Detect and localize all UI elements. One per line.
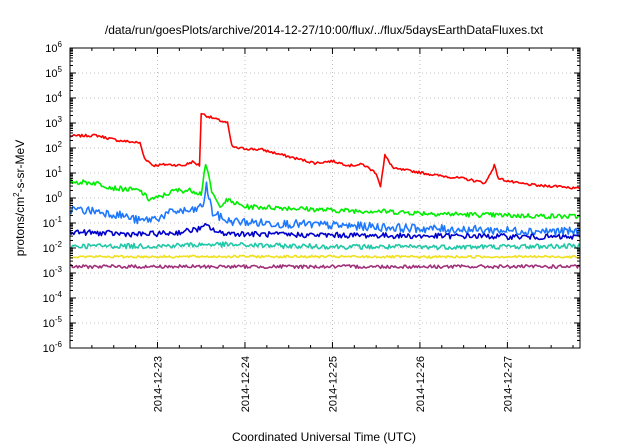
y-tick-label: 104 [45, 90, 62, 105]
x-axis-label: Coordinated Universal Time (UTC) [232, 430, 416, 444]
y-tick-label: 106 [45, 40, 62, 55]
x-tick-label: 2014-12-23 [152, 356, 164, 412]
x-tick-label: 2014-12-26 [415, 356, 427, 412]
y-axis-label: protons/cm2-s-sr-MeV [12, 140, 27, 256]
series-line [69, 241, 581, 251]
y-tick-label: 102 [45, 140, 62, 155]
y-tick-label: 101 [45, 165, 62, 180]
series-line [69, 163, 581, 220]
y-tick-label: 105 [45, 65, 62, 80]
y-tick-label: 10-5 [43, 315, 63, 330]
x-tick-label: 2014-12-24 [240, 356, 252, 412]
series-line [69, 254, 581, 259]
y-tick-label: 10-3 [43, 265, 63, 280]
y-tick-label: 10-6 [43, 340, 63, 355]
y-tick-label: 10-1 [43, 215, 63, 230]
y-tick-label: 10-2 [43, 240, 63, 255]
y-tick-label: 103 [45, 115, 62, 130]
series-line [69, 222, 581, 241]
chart-title: /data/run/goesPlots/archive/2014-12-27/1… [105, 23, 544, 37]
y-tick-label: 10-4 [43, 290, 63, 305]
x-tick-label: 2014-12-27 [502, 356, 514, 412]
x-tick-label: 2014-12-25 [327, 356, 339, 412]
y-tick-label: 100 [45, 190, 62, 205]
series-line [69, 181, 581, 237]
series-line [69, 112, 581, 190]
series-line [70, 264, 581, 270]
